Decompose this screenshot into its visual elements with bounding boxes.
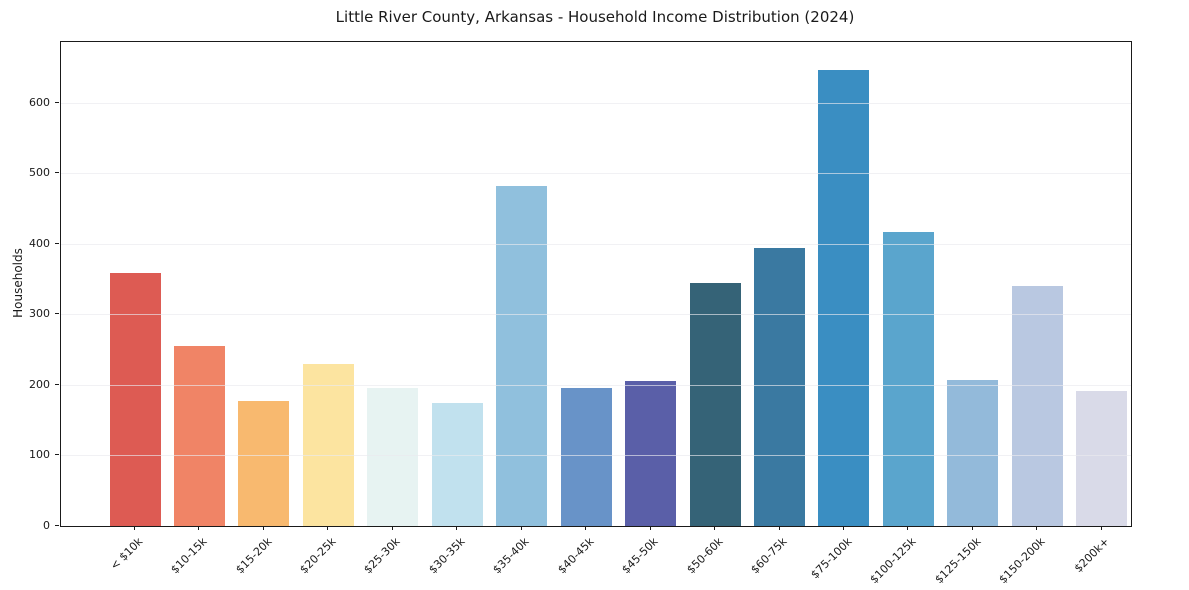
chart-title: Little River County, Arkansas - Househol… xyxy=(335,8,855,26)
y-tick-mark xyxy=(55,242,59,244)
y-tick-label: 400 xyxy=(29,236,50,250)
x-tick-label: $15-20k xyxy=(232,535,275,577)
bar-10 xyxy=(754,248,805,526)
bar-6 xyxy=(496,185,548,526)
x-tick-mark xyxy=(456,526,458,530)
x-tick-mark xyxy=(1100,526,1102,530)
gridline xyxy=(61,102,1131,104)
bar-7 xyxy=(560,387,612,526)
x-tick-label: $125-150k xyxy=(931,535,984,587)
x-tick-mark xyxy=(649,526,651,530)
x-tick-mark xyxy=(585,526,587,530)
x-tick-label: $60-75k xyxy=(748,535,790,577)
x-tick-label: $150-200k xyxy=(996,535,1048,587)
x-tick-label: $40-45k xyxy=(555,535,597,577)
x-tick-label: $35-40k xyxy=(490,535,532,577)
y-tick-mark xyxy=(55,172,59,174)
bar-5 xyxy=(431,402,483,526)
plot-area xyxy=(60,41,1132,527)
bar-15 xyxy=(1076,390,1128,526)
gridline xyxy=(61,314,1131,316)
x-tick-label: $25-30k xyxy=(361,535,404,577)
x-tick-label: $45-50k xyxy=(619,535,661,577)
x-tick-mark xyxy=(842,526,844,530)
x-tick-mark xyxy=(714,526,716,530)
y-tick-mark xyxy=(55,454,59,456)
bar-3 xyxy=(302,364,354,526)
y-tick-label: 0 xyxy=(43,519,50,532)
bar-2 xyxy=(238,401,290,526)
bar-0 xyxy=(109,272,161,526)
x-tick-mark xyxy=(391,526,393,530)
x-tick-label: < $10k xyxy=(107,535,146,573)
y-tick-mark xyxy=(55,383,59,385)
y-tick-label: 500 xyxy=(29,166,50,180)
x-tick-mark xyxy=(198,526,200,530)
x-tick-mark xyxy=(520,526,522,530)
x-tick-label: $30-35k xyxy=(426,535,468,577)
x-tick-mark xyxy=(262,526,264,530)
x-tick-mark xyxy=(971,526,973,530)
bar-14 xyxy=(1011,286,1063,526)
bar-8 xyxy=(625,381,677,526)
x-tick-mark xyxy=(327,526,329,530)
gridline xyxy=(61,173,1131,175)
y-tick-label: 100 xyxy=(29,448,50,462)
x-tick-label: $100-125k xyxy=(867,535,919,587)
x-tick-label: $75-100k xyxy=(807,535,855,582)
x-tick-mark xyxy=(907,526,909,530)
bar-4 xyxy=(367,388,419,526)
y-tick-mark xyxy=(55,101,59,103)
bar-11 xyxy=(818,69,870,526)
bar-1 xyxy=(173,346,225,526)
x-tick-mark xyxy=(778,526,780,530)
y-tick-mark xyxy=(55,313,59,315)
x-tick-mark xyxy=(134,526,135,530)
x-tick-mark xyxy=(1036,526,1038,530)
bar-9 xyxy=(689,282,741,526)
y-tick-label: 300 xyxy=(29,307,50,321)
bar-12 xyxy=(882,231,934,526)
x-tick-label: $20-25k xyxy=(297,535,339,577)
x-tick-label: $200k+ xyxy=(1071,535,1112,576)
gridline xyxy=(61,243,1131,245)
y-tick-label: 600 xyxy=(29,95,50,109)
bar-13 xyxy=(947,379,999,526)
y-tick-label: 200 xyxy=(29,377,50,391)
x-tick-label: $10-15k xyxy=(168,535,210,577)
y-tick-mark xyxy=(55,525,59,526)
gridline xyxy=(61,455,1131,457)
gridline xyxy=(61,384,1131,386)
x-tick-label: $50-60k xyxy=(683,535,726,577)
